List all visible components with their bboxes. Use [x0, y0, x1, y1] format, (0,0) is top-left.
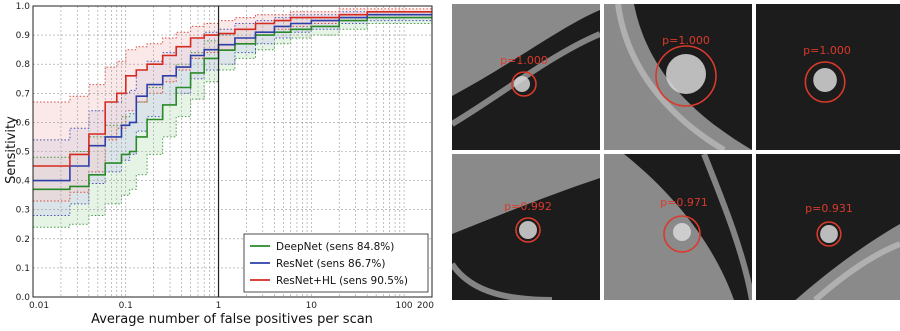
y-tick-label: 1.0 [16, 2, 31, 12]
detection-circle [655, 45, 717, 107]
rib-band [615, 4, 726, 150]
y-tick-label: 0.2 [16, 235, 30, 245]
y-tick-label: 0.9 [16, 31, 31, 41]
y-tick-label: 0.3 [16, 206, 30, 216]
series-line-3 [33, 11, 432, 167]
x-tick-label: 100 [395, 301, 412, 311]
legend: DeepNet (sens 84.8%) ResNet (sens 86.7%) R… [243, 233, 429, 293]
chest-wall [795, 224, 900, 300]
probability-label: p=0.971 [660, 195, 708, 209]
chest-wall [604, 4, 752, 150]
y-tick-label: 0.4 [16, 177, 31, 187]
nodule [666, 54, 706, 94]
y-tick-label: 0.7 [16, 89, 30, 99]
detection-circle [804, 61, 846, 103]
x-tick-label: 0.01 [29, 301, 49, 311]
rib-band [701, 154, 752, 300]
y-tick-label: 0.6 [16, 118, 31, 128]
legend-box [243, 233, 429, 293]
detection-circle [816, 221, 842, 247]
probability-label: p=1.000 [803, 43, 851, 57]
nodule [820, 225, 838, 243]
y-tick-label: 0.5 [16, 148, 30, 158]
chest-wall [452, 154, 600, 234]
confidence-band-3 [33, 8, 432, 202]
ct-image [756, 154, 900, 300]
rib-band [452, 262, 553, 300]
probability-label: p=1.000 [500, 53, 548, 67]
ct-patch-4: p=0.992 [452, 154, 600, 300]
ct-patch-1: p=1.000 [452, 4, 600, 150]
confidence-band-1 [33, 11, 432, 228]
series-line-2 [33, 13, 432, 182]
detection-circle [515, 217, 541, 243]
ct-image [604, 4, 752, 150]
nodule [514, 76, 530, 92]
detection-circle [511, 71, 537, 97]
lung-region [452, 178, 600, 300]
legend-label-3: ResNet+HL (sens 90.5%) [276, 275, 408, 287]
legend-label-1: DeepNet (sens 84.8%) [276, 241, 394, 253]
ct-image [604, 154, 752, 300]
nodule [673, 223, 691, 241]
plot-frame [32, 5, 433, 298]
probability-label: p=1.000 [662, 33, 710, 47]
ct-image [452, 4, 600, 150]
confidence-bands [33, 8, 432, 228]
x-tick-labels: 0.01 0.1 1 10 100 200 [29, 301, 434, 311]
y-tick-label: 0.1 [16, 264, 30, 274]
x-tick-label: 0.1 [119, 301, 133, 311]
chest-wall [452, 4, 600, 96]
series-line-1 [33, 16, 432, 191]
chest-wall [604, 154, 734, 300]
x-axis-label: Average number of false positives per sc… [91, 312, 373, 327]
confidence-band-2 [33, 11, 432, 216]
grid-lines [32, 5, 433, 298]
upper-bound-2 [33, 11, 432, 141]
ct-patch-3: p=1.000 [756, 4, 900, 150]
x-tick-label: 200 [417, 301, 434, 311]
axes [32, 5, 433, 298]
rib-band [452, 31, 600, 127]
ct-image [756, 4, 900, 150]
rib-band [813, 241, 900, 300]
ct-patch-5: p=0.971 [604, 154, 752, 300]
y-axis-label: Sensitivity [4, 116, 19, 184]
y-tick-labels: 0.0 0.1 0.2 0.3 0.4 0.5 0.6 0.7 0.8 0.9 1.0 [16, 2, 31, 303]
x-tick-label: 1 [216, 301, 222, 311]
series-lines [33, 11, 432, 191]
x-tick-label: 10 [306, 301, 318, 311]
ct-image [452, 154, 600, 300]
froc-chart: 0.01 0.1 1 10 100 200 0.00.10.20.30.40.50.60.… [4, 2, 434, 327]
probability-label: p=0.931 [805, 201, 853, 215]
nodule [519, 221, 537, 239]
nodule [813, 68, 837, 92]
detection-circle [663, 215, 701, 253]
legend-label-2: ResNet (sens 86.7%) [276, 258, 385, 270]
upper-bound-3 [33, 8, 432, 103]
ct-patch-2: p=1.000 [604, 4, 752, 150]
y-tick-label: 0.0 [16, 293, 31, 303]
ct-patch-6: p=0.931 [756, 154, 900, 300]
ct-patch-grid: p=1.000 p=1.000 p=1.000 p=0.992 p=0.971 p=0.9… [452, 4, 900, 326]
probability-label: p=0.992 [504, 199, 552, 213]
y-tick-label: 0.8 [16, 60, 31, 70]
